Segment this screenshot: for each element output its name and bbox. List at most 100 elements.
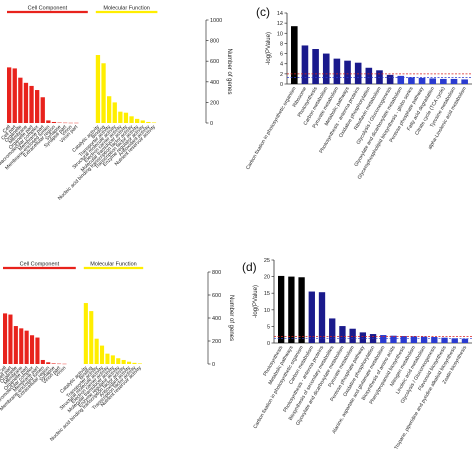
kegg-bar (420, 336, 428, 343)
panel-label: (c) (256, 5, 270, 19)
y-tick-label: 14 (277, 11, 283, 17)
y-tick-label: 0 (267, 341, 270, 347)
y-axis-title: Number of genes (228, 295, 234, 341)
kegg-bar (312, 49, 319, 84)
y-axis-title: -log(PValue) (253, 285, 259, 318)
go-bar (35, 337, 40, 364)
kegg-bar (318, 292, 326, 343)
kegg-bar (344, 60, 351, 84)
kegg-bar (450, 78, 458, 84)
kegg-category-label: Carbon fixation in photosynthetic organi… (245, 86, 297, 171)
go-bar (132, 362, 137, 364)
go-bar (40, 359, 45, 364)
kegg-bar (333, 58, 341, 84)
kegg-bar (441, 337, 448, 343)
go-bar (46, 362, 51, 364)
go-bar (129, 116, 134, 123)
go-bar (19, 328, 24, 364)
go-bar (35, 90, 40, 123)
kegg-bar (418, 77, 426, 84)
kegg-bar (365, 67, 373, 84)
go-bar (151, 122, 157, 123)
go-bar (89, 311, 94, 364)
go-category-label: Cell (2, 124, 12, 134)
kegg-bar (329, 318, 336, 343)
y-tick-label: 12 (277, 21, 283, 27)
go-bar (118, 111, 123, 123)
kegg-bar (451, 338, 458, 343)
go-bar (18, 77, 23, 123)
kegg-bar (408, 77, 415, 84)
go-bar (51, 121, 57, 123)
kegg-bar (298, 277, 305, 343)
group-header-label: Cell Component (20, 262, 60, 268)
go-bar (51, 363, 56, 364)
go-bar (107, 96, 112, 123)
go-category-label: Cell (0, 365, 8, 375)
go-bar (137, 363, 142, 364)
kegg-bar (339, 326, 346, 343)
kegg-bar (322, 53, 330, 84)
y-tick-label: 10 (277, 31, 283, 37)
y-tick-label: 10 (264, 308, 270, 314)
go-bar (101, 63, 106, 123)
go-bar (30, 335, 35, 364)
go-bar (105, 353, 110, 364)
kegg-bar (301, 45, 309, 84)
go-bar (94, 338, 99, 364)
kegg-bar (354, 62, 362, 84)
y-tick-label: 25 (264, 258, 270, 264)
panel-label: (d) (242, 260, 257, 274)
y-tick-label: 20 (264, 275, 270, 281)
y-tick-label: 200 (210, 100, 219, 106)
y-tick-label: 8 (280, 41, 283, 47)
group-header-label: Molecular Function (90, 262, 136, 268)
go-bar (8, 314, 13, 364)
y-tick-label: 4 (280, 62, 283, 68)
group-header-label: Cell Component (28, 6, 68, 12)
y-tick-label: 5 (267, 324, 270, 330)
go-bar (146, 121, 151, 123)
kegg-bar (288, 276, 295, 343)
go-bar (46, 120, 51, 123)
go-bar (135, 118, 140, 123)
y-tick-label: 600 (210, 59, 219, 65)
go-bar (100, 345, 105, 364)
y-tick-label: 0 (212, 362, 215, 368)
group-header-label: Molecular Function (103, 6, 149, 12)
y-tick-label: 800 (210, 39, 219, 45)
go-bar (127, 361, 132, 364)
kegg-bar (390, 335, 397, 343)
go-bar (29, 85, 34, 123)
go-bar (140, 120, 145, 123)
kegg-bar (278, 275, 285, 343)
y-tick-label: 800 (212, 270, 221, 276)
y-axis-title: -log(PValue) (266, 32, 272, 65)
y-tick-label: 0 (210, 121, 213, 127)
y-tick-label: 15 (264, 291, 270, 297)
y-tick-label: 200 (212, 339, 221, 345)
kegg-bar (461, 338, 469, 343)
go-bar (121, 359, 126, 364)
y-tick-label: 400 (210, 80, 219, 86)
kegg-bar (397, 75, 405, 84)
go-bar (12, 68, 17, 123)
kegg-bar (429, 78, 437, 84)
go-bar (3, 313, 8, 364)
go-bar (112, 102, 117, 123)
y-tick-label: 600 (212, 293, 221, 299)
go-bar (116, 358, 121, 364)
kegg-bar (410, 336, 418, 343)
y-tick-label: 1000 (210, 18, 222, 24)
kegg-bar (291, 26, 298, 84)
y-tick-label: 6 (280, 52, 283, 58)
kegg-bar (431, 337, 438, 343)
go-bar (123, 112, 129, 123)
kegg-bar (440, 78, 447, 84)
y-tick-label: 0 (280, 82, 283, 88)
kegg-bar (400, 336, 407, 343)
kegg-bar (308, 291, 315, 343)
kegg-bar (461, 79, 468, 84)
go-bar (110, 355, 115, 364)
